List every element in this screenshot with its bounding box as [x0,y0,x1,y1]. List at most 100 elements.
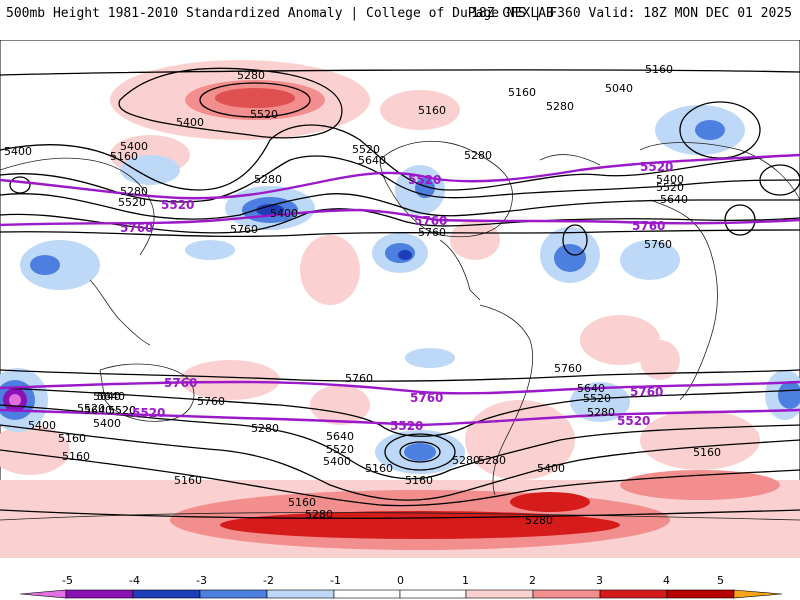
contour-label-highlight: 5760 [630,385,663,399]
contour-label: 5280 [525,514,553,527]
contour-label: 5400 [28,419,56,432]
colorbar-swatch [399,589,467,599]
contour-label: 5160 [62,450,90,463]
contour-label-highlight: 5760 [120,221,153,235]
colorbar-tick: 5 [717,574,724,587]
contour-label: 5040 [605,82,633,95]
contour-label: 5160 [405,474,433,487]
contour-label-highlight: 5520 [390,419,423,433]
header: 500mb Height 1981-2010 Standardized Anom… [0,0,800,30]
positive-anomaly-shading [0,60,800,558]
contour-label: 5520 [656,181,684,194]
contour-label: 5280 [478,454,506,467]
contour-label: 5520 [108,404,136,417]
contour-label: 5520 [326,443,354,456]
contour-label-highlight: 5520 [161,198,194,212]
colorbar-tick: -3 [196,574,207,587]
contour-label: 5400 [323,455,351,468]
contour-label: 5640 [577,382,605,395]
contour-label: 5760 [230,223,258,236]
colorbar-swatch [132,589,201,599]
contour-label: 5400 [656,173,684,186]
contour-label: 5160 [418,104,446,117]
height-contours [0,67,800,519]
colorbar-swatch [666,589,735,599]
colorbar-tick: -1 [330,574,341,587]
contour-label: 5160 [508,86,536,99]
colorbar-swatch [266,589,335,599]
contour-label: 5760 [644,238,672,251]
contour-label: 5520 [583,392,611,405]
contour-label-highlight: 5760 [632,219,665,233]
contour-label: 5280 [464,149,492,162]
contour-label: 5160 [58,432,86,445]
contour-label: 5280 [254,173,282,186]
coastlines [0,140,800,521]
contour-label-highlight: 5520 [132,406,165,420]
anomaly-map: 5280 5520 5400 5160 5040 5160 5280 5160 … [0,40,800,558]
map-title: 500mb Height 1981-2010 Standardized Anom… [6,6,554,21]
colorbar-swatch [65,589,134,599]
contour-label: 5640 [97,390,125,403]
height-contour-labels: 5280 5520 5400 5160 5040 5160 5280 5160 … [4,63,721,527]
contour-label: 5640 [660,193,688,206]
contour-label: 5160 [110,150,138,163]
contour-label: 5400 [4,145,32,158]
contour-label: 5280 [546,100,574,113]
contour-label-highlight: 5520 [617,414,650,428]
colorbar-tick: 4 [663,574,670,587]
contour-label: 5160 [365,462,393,475]
colorbar-tick: -4 [129,574,140,587]
colorbar-swatch [733,589,783,599]
colorbar-tick: 2 [529,574,536,587]
contour-label: 5280 [452,454,480,467]
contour-label: 5160 [288,496,316,509]
colorbar-tick: -5 [62,574,73,587]
contour-label: 5400 [120,140,148,153]
contour-label: 5160 [693,446,721,459]
colorbar-tick: -2 [263,574,274,587]
colorbar-tick: 0 [397,574,404,587]
contour-label-highlight: 5520 [408,173,441,187]
contour-label: 5520 [118,196,146,209]
colorbar-tick: 3 [596,574,603,587]
contour-label-highlight: 5520 [640,160,673,174]
contour-label: 5760 [345,372,373,385]
colorbar-swatch [465,589,534,599]
contour-label: 5400 [93,417,121,430]
contour-label: 5160 [174,474,202,487]
contour-label: 5520 [250,108,278,121]
contour-label: 5760 [554,362,582,375]
colorbar-swatch [333,589,401,599]
contour-label: 5400 [176,116,204,129]
model-valid-time: 18Z GFS | F360 Valid: 18Z MON DEC 01 202… [471,6,792,21]
contour-label: 5760 [418,226,446,239]
colorbar-swatch [199,589,268,599]
contour-label: 5280 [305,508,333,521]
contour-label: 5760 [197,395,225,408]
contour-label: 5640 [326,430,354,443]
contour-label: 5280 [587,406,615,419]
contour-label: 5520 [352,143,380,156]
contour-label: 5520 [77,402,105,415]
contour-label: 5520 [108,404,136,417]
contour-label: 5400 [270,207,298,220]
highlighted-contours [0,153,800,427]
highlighted-contour-labels: 5520 5760 5520 5760 5520 5760 5760 5760 … [120,160,673,433]
contour-label: 5280 [251,422,279,435]
contour-label-highlight: 5760 [164,376,197,390]
contour-label: 5640 [84,404,112,417]
contour-label: 5280 [237,69,265,82]
colorbar-swatch [19,589,67,599]
contour-label: 5400 [537,462,565,475]
contour-label: 5160 [645,63,673,76]
contour-label-highlight: 5760 [410,391,443,405]
contour-label-highlight: 5760 [414,214,447,228]
contour-label: 5280 [120,185,148,198]
contour-label: 5640 [93,390,121,403]
colorbar-swatch [532,589,601,599]
anomaly-colorbar: -5 -4 -3 -2 -1 0 1 2 3 4 5 [19,574,783,599]
contour-label: 5640 [358,154,386,167]
colorbar-swatch [599,589,668,599]
colorbar-tick: 1 [462,574,469,587]
